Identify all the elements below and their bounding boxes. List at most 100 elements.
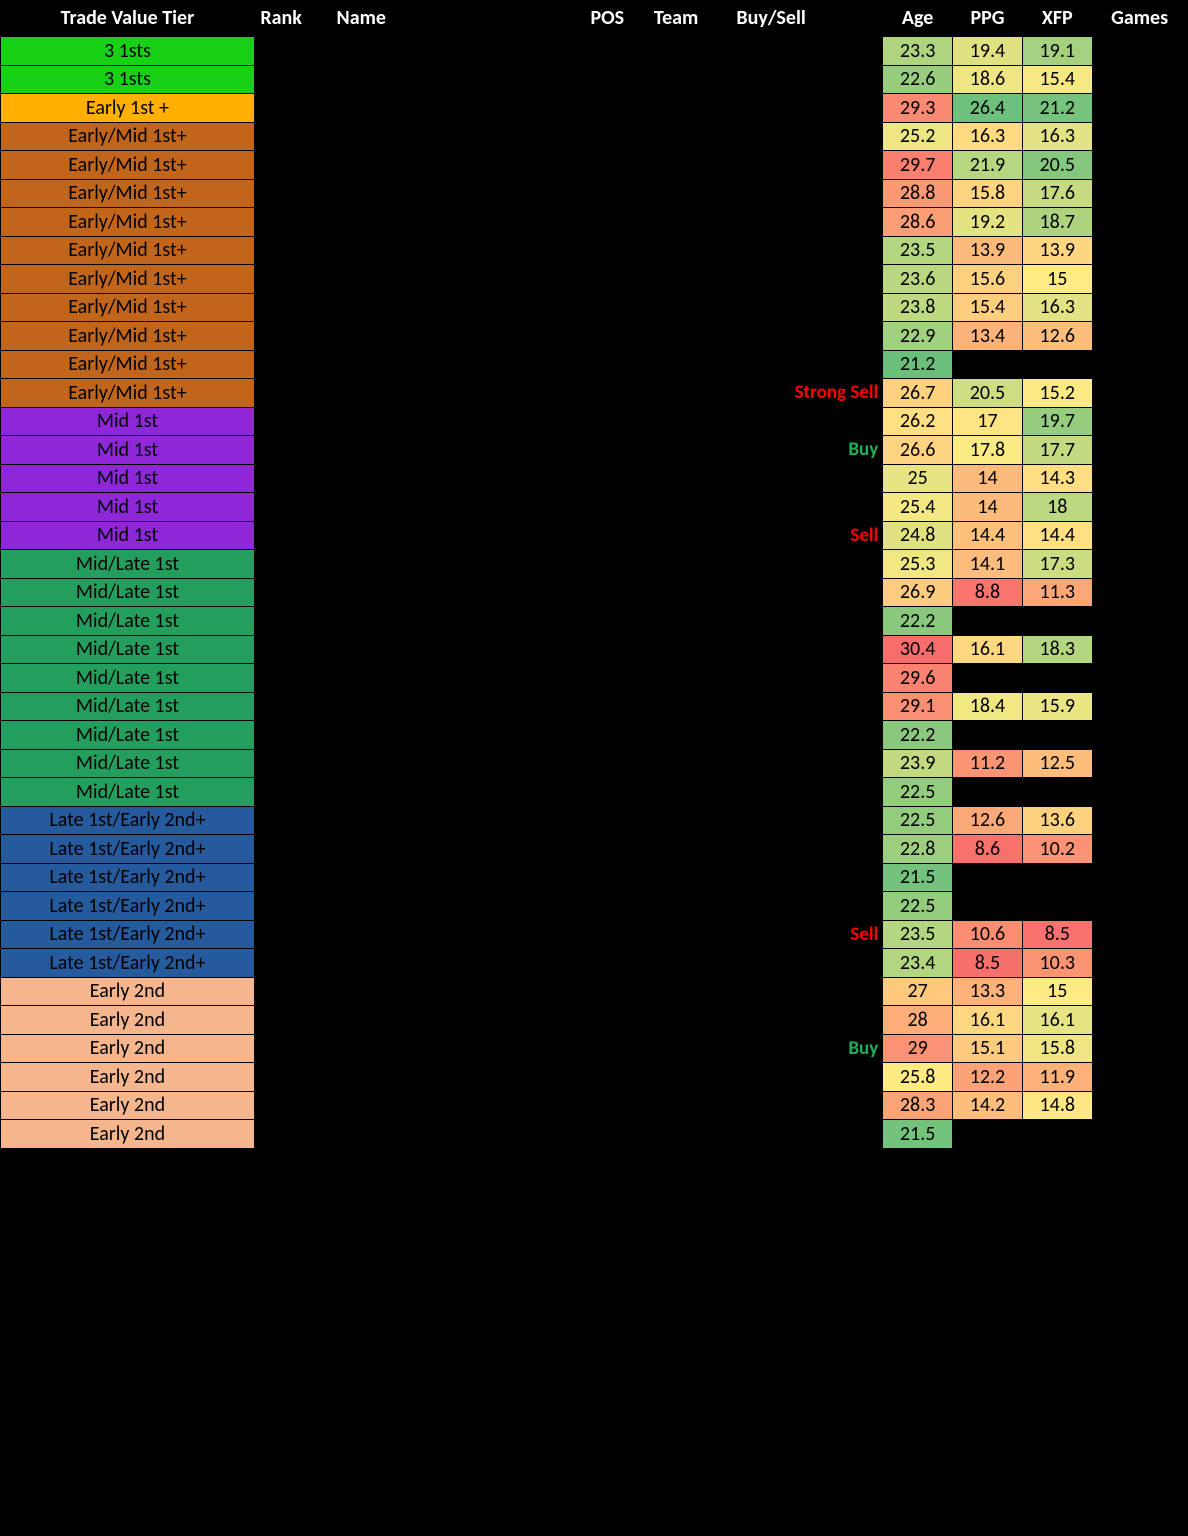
buy-sell-cell bbox=[730, 778, 882, 807]
rank-cell bbox=[254, 806, 330, 835]
pos-cell bbox=[584, 977, 647, 1006]
buy-sell-cell bbox=[730, 863, 882, 892]
name-cell bbox=[331, 721, 585, 750]
rank-cell bbox=[254, 521, 330, 550]
games-cell bbox=[1092, 1006, 1187, 1035]
table-row: Mid 1stSell24.814.414.4 bbox=[1, 521, 1188, 550]
age-cell: 26.6 bbox=[883, 436, 953, 465]
ppg-cell: 17.8 bbox=[953, 436, 1023, 465]
team-cell bbox=[648, 464, 731, 493]
age-cell: 29 bbox=[883, 1034, 953, 1063]
games-cell bbox=[1092, 293, 1187, 322]
col-games: Games bbox=[1092, 0, 1187, 37]
tier-cell: Early/Mid 1st+ bbox=[1, 293, 255, 322]
rank-cell bbox=[254, 65, 330, 94]
pos-cell bbox=[584, 892, 647, 921]
games-cell bbox=[1092, 1091, 1187, 1120]
ppg-cell: 15.6 bbox=[953, 265, 1023, 294]
table-row: Mid/Late 1st29.118.415.9 bbox=[1, 692, 1188, 721]
xfp-cell: 14.3 bbox=[1022, 464, 1092, 493]
age-cell: 22.2 bbox=[883, 721, 953, 750]
buy-sell-cell bbox=[730, 721, 882, 750]
buy-sell-cell bbox=[730, 151, 882, 180]
buy-sell-cell bbox=[730, 493, 882, 522]
table-row: Early/Mid 1st+21.2 bbox=[1, 350, 1188, 379]
team-cell bbox=[648, 1034, 731, 1063]
buy-sell-cell bbox=[730, 578, 882, 607]
name-cell bbox=[331, 236, 585, 265]
table-row: Early/Mid 1st+25.216.316.3 bbox=[1, 122, 1188, 151]
table-row: Late 1st/Early 2nd+22.512.613.6 bbox=[1, 806, 1188, 835]
name-cell bbox=[331, 322, 585, 351]
xfp-cell: 15.8 bbox=[1022, 1034, 1092, 1063]
name-cell bbox=[331, 1034, 585, 1063]
table-row: Early 2nd2816.116.1 bbox=[1, 1006, 1188, 1035]
tier-cell: Early/Mid 1st+ bbox=[1, 208, 255, 237]
tier-cell: Early 2nd bbox=[1, 1006, 255, 1035]
buy-sell-cell bbox=[730, 635, 882, 664]
col-pos: POS bbox=[584, 0, 647, 37]
team-cell bbox=[648, 920, 731, 949]
age-cell: 29.3 bbox=[883, 94, 953, 123]
games-cell bbox=[1092, 920, 1187, 949]
name-cell bbox=[331, 179, 585, 208]
pos-cell bbox=[584, 293, 647, 322]
ppg-cell bbox=[953, 863, 1023, 892]
tier-cell: Late 1st/Early 2nd+ bbox=[1, 892, 255, 921]
pos-cell bbox=[584, 778, 647, 807]
pos-cell bbox=[584, 122, 647, 151]
table-row: Early/Mid 1st+28.619.218.7 bbox=[1, 208, 1188, 237]
buy-sell-cell bbox=[730, 949, 882, 978]
games-cell bbox=[1092, 407, 1187, 436]
age-cell: 29.6 bbox=[883, 664, 953, 693]
table-row: Mid/Late 1st22.2 bbox=[1, 721, 1188, 750]
rank-cell bbox=[254, 578, 330, 607]
games-cell bbox=[1092, 65, 1187, 94]
team-cell bbox=[648, 977, 731, 1006]
rank-cell bbox=[254, 635, 330, 664]
games-cell bbox=[1092, 607, 1187, 636]
games-cell bbox=[1092, 664, 1187, 693]
name-cell bbox=[331, 122, 585, 151]
xfp-cell: 15.2 bbox=[1022, 379, 1092, 408]
buy-sell-cell bbox=[730, 664, 882, 693]
ppg-cell: 18.4 bbox=[953, 692, 1023, 721]
games-cell bbox=[1092, 379, 1187, 408]
age-cell: 23.6 bbox=[883, 265, 953, 294]
games-cell bbox=[1092, 1063, 1187, 1092]
rank-cell bbox=[254, 350, 330, 379]
games-cell bbox=[1092, 1034, 1187, 1063]
rank-cell bbox=[254, 949, 330, 978]
name-cell bbox=[331, 65, 585, 94]
pos-cell bbox=[584, 749, 647, 778]
table-row: Mid/Late 1st23.911.212.5 bbox=[1, 749, 1188, 778]
name-cell bbox=[331, 892, 585, 921]
pos-cell bbox=[584, 436, 647, 465]
rank-cell bbox=[254, 1091, 330, 1120]
pos-cell bbox=[584, 236, 647, 265]
age-cell: 28.3 bbox=[883, 1091, 953, 1120]
tier-cell: Mid/Late 1st bbox=[1, 664, 255, 693]
ppg-cell: 14.4 bbox=[953, 521, 1023, 550]
name-cell bbox=[331, 920, 585, 949]
age-cell: 23.5 bbox=[883, 236, 953, 265]
name-cell bbox=[331, 835, 585, 864]
table-row: Mid/Late 1st 29.6 bbox=[1, 664, 1188, 693]
ppg-cell: 8.5 bbox=[953, 949, 1023, 978]
age-cell: 25 bbox=[883, 464, 953, 493]
games-cell bbox=[1092, 208, 1187, 237]
rank-cell bbox=[254, 1063, 330, 1092]
pos-cell bbox=[584, 1034, 647, 1063]
games-cell bbox=[1092, 778, 1187, 807]
team-cell bbox=[648, 322, 731, 351]
ppg-cell: 15.8 bbox=[953, 179, 1023, 208]
name-cell bbox=[331, 208, 585, 237]
buy-sell-cell bbox=[730, 322, 882, 351]
pos-cell bbox=[584, 1006, 647, 1035]
table-row: Early/Mid 1st+23.513.913.9 bbox=[1, 236, 1188, 265]
buy-sell-cell bbox=[730, 350, 882, 379]
pos-cell bbox=[584, 578, 647, 607]
xfp-cell bbox=[1022, 1120, 1092, 1149]
table-row: Early/Mid 1st+23.815.416.3 bbox=[1, 293, 1188, 322]
team-cell bbox=[648, 493, 731, 522]
